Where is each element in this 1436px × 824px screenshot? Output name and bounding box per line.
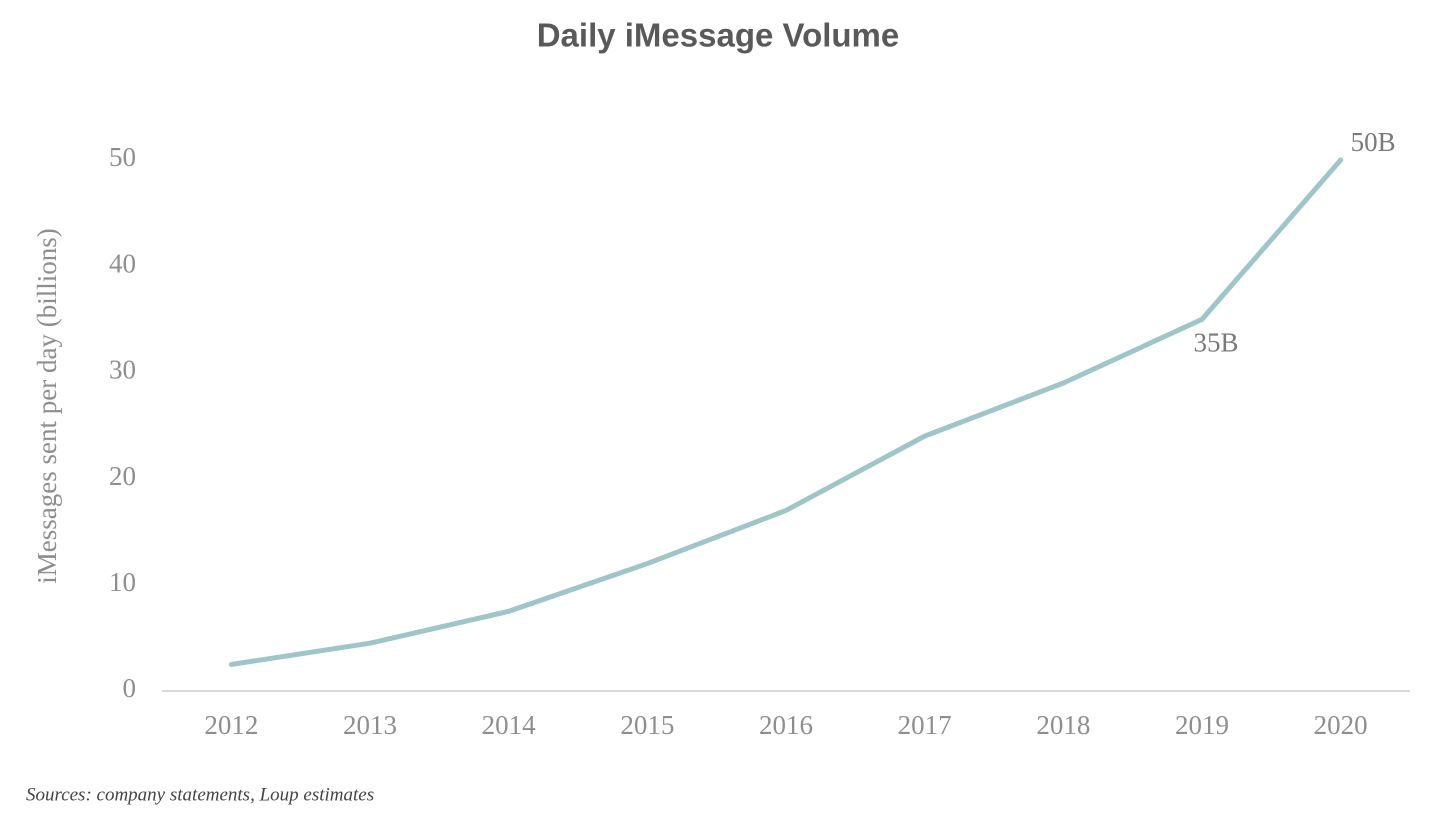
- x-tick-label: 2015: [620, 710, 674, 740]
- x-tick-label: 2016: [759, 710, 813, 740]
- y-tick-label: 30: [109, 355, 136, 385]
- x-tick-label: 2020: [1314, 710, 1368, 740]
- x-tick-label: 2013: [343, 710, 397, 740]
- y-tick-label: 0: [123, 673, 137, 703]
- chart-title: Daily iMessage Volume: [537, 17, 900, 54]
- data-label: 50B: [1351, 127, 1396, 157]
- y-tick-label: 50: [109, 142, 136, 172]
- y-tick-label: 10: [109, 567, 136, 597]
- data-line: [228, 157, 1344, 667]
- source-note: Sources: company statements, Loup estima…: [26, 784, 374, 805]
- data-label: 35B: [1193, 328, 1238, 358]
- y-tick-label: 40: [109, 248, 136, 278]
- x-tick-label: 2014: [482, 710, 537, 740]
- x-tick-label: 2018: [1036, 710, 1090, 740]
- x-tick-label: 2012: [204, 710, 258, 740]
- y-tick-label: 20: [109, 461, 136, 491]
- x-tick-label: 2019: [1175, 710, 1229, 740]
- x-tick-label: 2017: [898, 710, 952, 740]
- y-axis-label: iMessages sent per day (billions): [32, 228, 62, 583]
